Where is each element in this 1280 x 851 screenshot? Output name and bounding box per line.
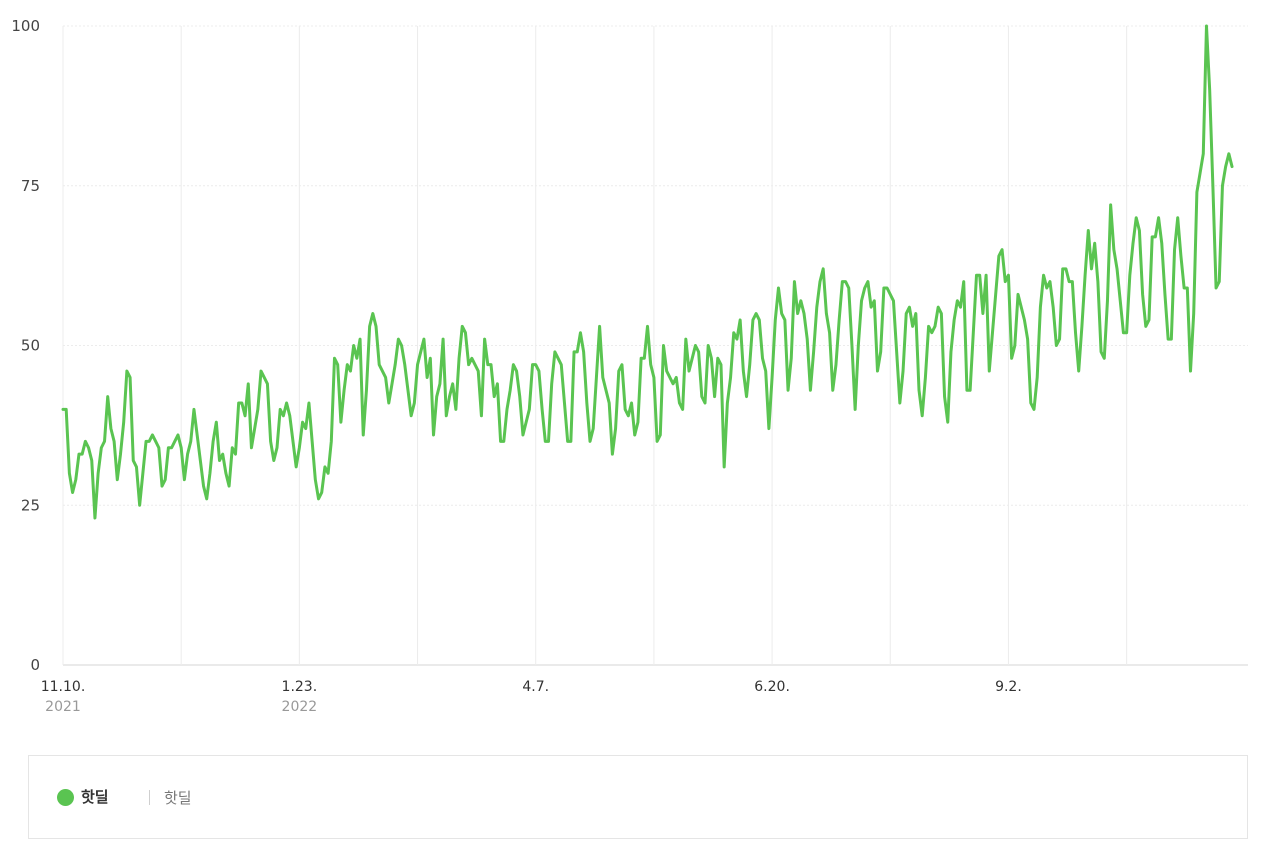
y-tick-label: 100 bbox=[11, 17, 40, 35]
x-tick-label: 1.23. bbox=[282, 679, 318, 695]
trend-line-chart: 0 25 50 75 100 11.10. 2021 1.23. 2022 4.7. 6.20. 9… bbox=[11, 17, 1248, 715]
legend-series-dot-icon bbox=[57, 789, 74, 806]
vertical-gridlines bbox=[62, 26, 1128, 665]
series-line bbox=[61, 24, 1234, 520]
x-tick-year: 2022 bbox=[282, 699, 318, 715]
x-tick-label: 6.20. bbox=[754, 679, 790, 695]
series-group bbox=[61, 24, 1234, 520]
x-axis-ticks: 11.10. 2021 1.23. 2022 4.7. 6.20. 9.2. bbox=[41, 679, 1022, 715]
x-tick-year: 2021 bbox=[45, 699, 81, 715]
y-tick-label: 75 bbox=[21, 177, 40, 195]
legend-series-name[interactable]: 핫딜 bbox=[81, 788, 109, 806]
y-tick-label: 50 bbox=[21, 337, 40, 355]
x-tick-label: 11.10. bbox=[41, 679, 86, 695]
y-tick-label: 0 bbox=[30, 656, 40, 674]
y-tick-label: 25 bbox=[21, 496, 40, 514]
legend-term: 핫딜 bbox=[164, 789, 192, 807]
legend: 핫딜 핫딜 bbox=[28, 755, 1248, 839]
x-tick-label: 4.7. bbox=[522, 679, 549, 695]
y-axis-ticks: 0 25 50 75 100 bbox=[11, 17, 40, 674]
horizontal-gridlines bbox=[63, 25, 1248, 666]
x-tick-label: 9.2. bbox=[995, 679, 1022, 695]
legend-divider bbox=[149, 790, 150, 805]
